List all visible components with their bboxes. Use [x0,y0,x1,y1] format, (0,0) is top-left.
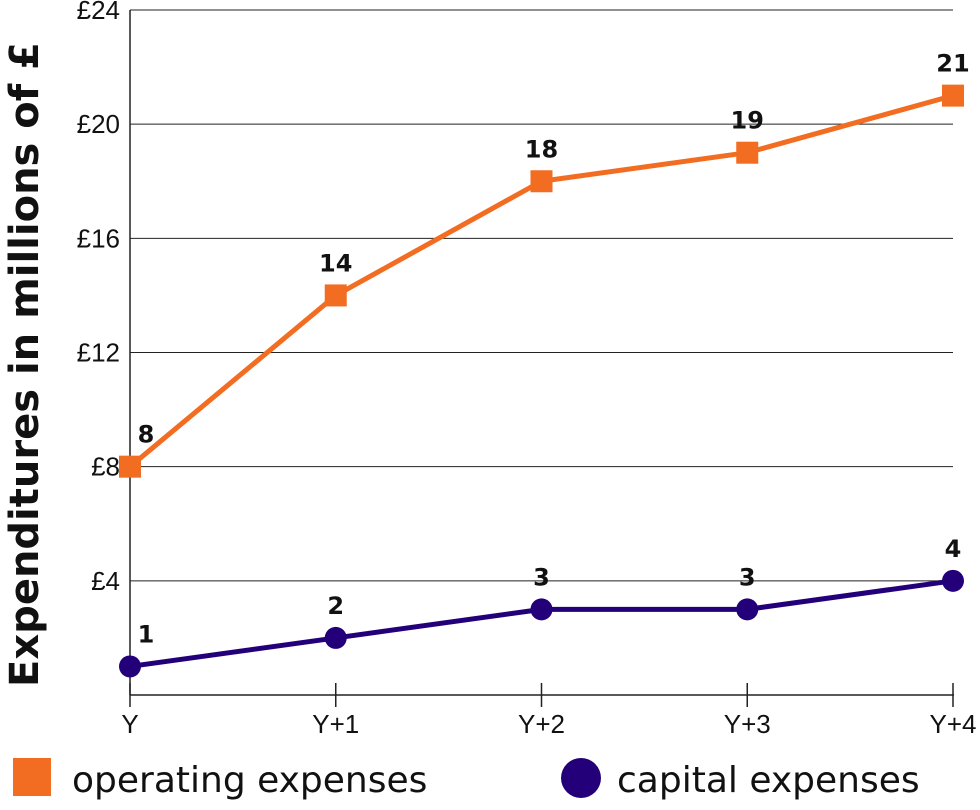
y-tick-label: £16 [77,223,120,253]
legend-label: capital expenses [617,760,920,801]
data-label: 3 [739,563,756,591]
data-point [736,141,759,164]
y-tick-label: £4 [91,566,120,596]
data-label: 2 [327,592,344,620]
data-point [736,598,759,621]
data-label: 4 [945,535,962,563]
legend-item-capital-expenses: capital expenses [561,758,920,801]
series-line [129,578,954,669]
legend: operating expenses capital expenses [13,758,920,801]
x-tick-label: Y [121,709,138,739]
data-label: 21 [936,50,969,78]
data-label: 1 [138,620,155,648]
y-tick-label: £12 [77,338,120,368]
legend-item-operating-expenses: operating expenses [13,758,427,801]
y-tick-label: £20 [77,109,120,139]
y-tick-label: £8 [91,452,120,482]
x-tick-label: Y+1 [312,709,359,739]
data-point [119,455,141,478]
data-label: 3 [533,563,550,591]
legend-circle-icon [561,758,601,798]
x-tick-label: Y+2 [518,709,565,739]
y-tick-label: £24 [77,0,120,25]
y-tick-labels: £4 £8 £12 £16 £20 £24 [77,0,120,596]
data-point [119,655,141,678]
x-tick-label: Y+4 [930,709,977,739]
data-point [942,84,964,107]
data-label: 19 [731,107,764,135]
data-label: 8 [138,421,155,449]
x-tick-labels: Y Y+1 Y+2 Y+3 Y+4 [121,683,977,739]
data-point [942,569,964,592]
x-tick-label: Y+3 [724,709,771,739]
data-point [530,170,553,193]
data-label: 14 [319,249,352,277]
data-point [324,626,347,649]
legend-label: operating expenses [72,760,427,801]
series-operating-expenses: 8 14 18 19 21 [119,50,970,478]
y-axis-title: Expenditures in millions of £ [2,42,48,687]
legend-square-icon [13,758,51,796]
data-point [530,598,553,621]
data-label: 18 [525,135,558,163]
series-capital-expenses: 1 2 3 3 4 [119,535,964,678]
gridlines [130,9,953,582]
data-point [324,284,347,307]
